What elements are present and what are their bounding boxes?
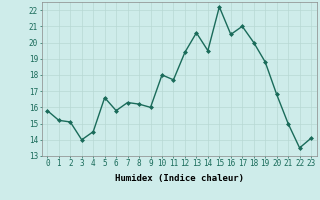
X-axis label: Humidex (Indice chaleur): Humidex (Indice chaleur) — [115, 174, 244, 183]
